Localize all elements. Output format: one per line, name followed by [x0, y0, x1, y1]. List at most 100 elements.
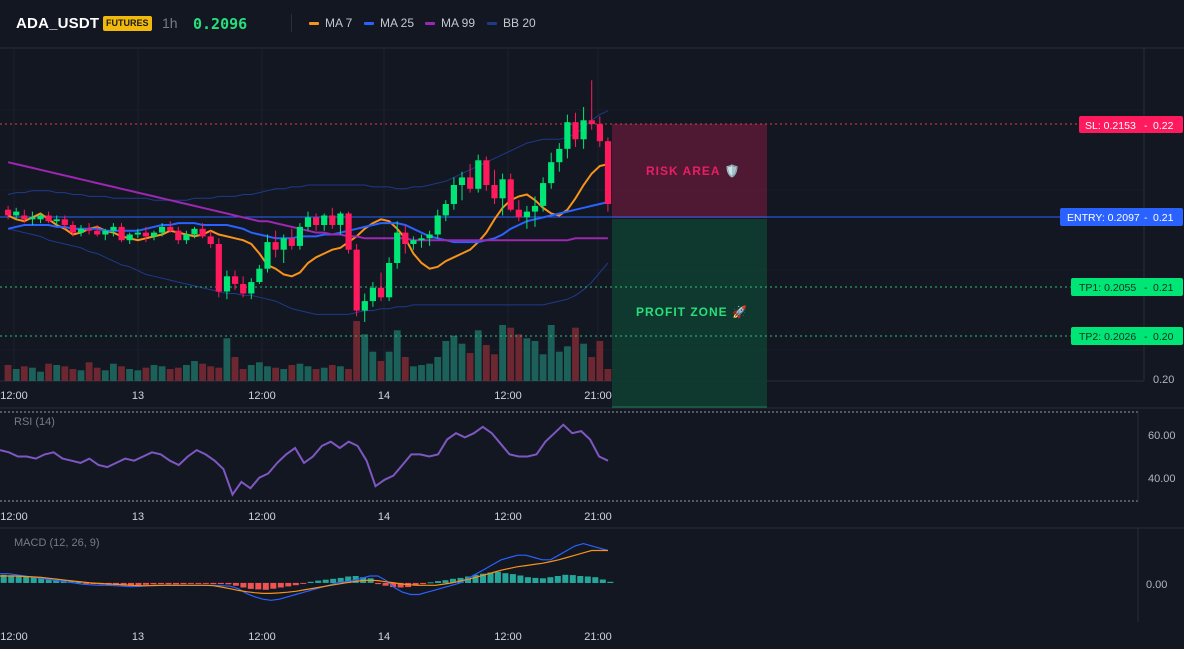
candle-body[interactable]	[475, 160, 482, 189]
candle-body[interactable]	[102, 230, 109, 235]
candle-body[interactable]	[304, 217, 312, 227]
rsi-axis-40: 40.00	[1148, 473, 1176, 485]
candle-body[interactable]	[418, 238, 425, 241]
candle-body[interactable]	[450, 185, 457, 204]
candle-body[interactable]	[232, 276, 239, 284]
candle-body[interactable]	[434, 215, 441, 235]
legend-ma7[interactable]: MA 7	[309, 16, 352, 30]
candle-body[interactable]	[86, 228, 93, 231]
macd-hist-bar	[128, 582, 134, 586]
candle-body[interactable]	[207, 236, 214, 244]
candle-body[interactable]	[564, 122, 571, 149]
profit-zone[interactable]	[612, 219, 767, 407]
candle-body[interactable]	[402, 232, 409, 244]
candle-body[interactable]	[491, 185, 498, 199]
candle-body[interactable]	[159, 226, 166, 233]
candle-body[interactable]	[264, 242, 271, 269]
candle-body[interactable]	[142, 232, 149, 237]
candle-body[interactable]	[134, 232, 141, 235]
candle-body[interactable]	[288, 238, 295, 246]
candle-body[interactable]	[150, 232, 158, 237]
symbol-name[interactable]: ADA_USDT	[16, 15, 100, 32]
candle-body[interactable]	[483, 160, 490, 185]
macd-hist-bar	[472, 574, 479, 583]
candle-body[interactable]	[458, 177, 466, 185]
candle-body[interactable]	[199, 228, 206, 237]
timeframe-label[interactable]: 1h	[162, 15, 178, 31]
candle-body[interactable]	[45, 215, 52, 222]
candle-body[interactable]	[337, 213, 344, 225]
candle-body[interactable]	[467, 177, 474, 189]
tp1-tag[interactable]: TP1: 0.2055 - 0.21	[1071, 278, 1183, 296]
legend-ma25[interactable]: MA 25	[364, 16, 414, 30]
futures-badge: FUTURES	[103, 16, 152, 31]
candle-body[interactable]	[183, 234, 190, 241]
candle-body[interactable]	[69, 225, 76, 233]
candle-body[interactable]	[353, 249, 360, 311]
rsi-path	[0, 423, 609, 497]
candle-body[interactable]	[53, 219, 60, 222]
candle-body[interactable]	[272, 242, 279, 250]
legend-ma7-label: MA 7	[325, 16, 353, 30]
candle-body[interactable]	[410, 240, 417, 244]
candle-body[interactable]	[248, 282, 255, 294]
candle-body[interactable]	[556, 148, 563, 163]
candle-body[interactable]	[394, 232, 401, 263]
candle-body[interactable]	[61, 219, 68, 225]
candle-body[interactable]	[515, 209, 522, 218]
candlesticks[interactable]	[5, 80, 612, 322]
candle-body[interactable]	[167, 226, 174, 231]
candle-body[interactable]	[329, 215, 336, 226]
candle-body[interactable]	[126, 234, 133, 241]
candle-body[interactable]	[523, 211, 530, 218]
sl-tag-label: SL: 0.2153	[1085, 120, 1136, 132]
candle-body[interactable]	[191, 228, 198, 235]
candle-body[interactable]	[426, 234, 433, 239]
candle-body[interactable]	[580, 120, 587, 140]
candle-body[interactable]	[313, 217, 320, 225]
candle-body[interactable]	[361, 301, 368, 311]
candle-body[interactable]	[548, 162, 555, 184]
candle-body[interactable]	[94, 230, 101, 235]
entry-tag[interactable]: ENTRY: 0.2097 - 0.21	[1060, 208, 1183, 226]
candle-body[interactable]	[175, 230, 182, 241]
candle-body[interactable]	[321, 215, 328, 226]
volume-bar	[247, 365, 255, 381]
candle-body[interactable]	[118, 226, 125, 241]
candle-body[interactable]	[499, 179, 506, 199]
candle-body[interactable]	[369, 287, 376, 302]
risk-area[interactable]	[612, 124, 767, 218]
candle-body[interactable]	[386, 263, 393, 298]
candle-body[interactable]	[21, 215, 28, 220]
candle-body[interactable]	[215, 244, 222, 292]
candle-body[interactable]	[223, 276, 231, 292]
candle-body[interactable]	[240, 284, 247, 294]
candle-body[interactable]	[37, 215, 44, 220]
tp2-tag[interactable]: TP2: 0.2026 - 0.20	[1071, 327, 1183, 345]
candle-body[interactable]	[280, 238, 287, 250]
candle-body[interactable]	[5, 209, 12, 216]
candle-body[interactable]	[540, 183, 547, 206]
candle-body[interactable]	[604, 141, 612, 204]
candle-body[interactable]	[588, 120, 595, 125]
volume-bar	[442, 341, 450, 381]
candle-body[interactable]	[531, 205, 539, 212]
candle-body[interactable]	[377, 287, 385, 298]
candle-body[interactable]	[507, 179, 514, 210]
sl-tag[interactable]: SL: 0.2153 - 0.22	[1079, 116, 1183, 133]
volume-bar	[142, 367, 150, 381]
candle-body[interactable]	[29, 217, 36, 220]
macd-hist-bar	[262, 582, 269, 590]
candle-body[interactable]	[13, 211, 20, 216]
candle-body[interactable]	[572, 122, 579, 140]
legend-bb20[interactable]: BB 20	[487, 16, 536, 30]
legend-ma99[interactable]: MA 99	[425, 16, 475, 30]
candle-body[interactable]	[442, 204, 449, 216]
candle-body[interactable]	[345, 213, 352, 250]
candle-body[interactable]	[596, 124, 603, 142]
candle-body[interactable]	[296, 226, 303, 246]
candle-body[interactable]	[256, 268, 263, 282]
candle-body[interactable]	[110, 226, 117, 231]
candle-body[interactable]	[77, 228, 85, 233]
